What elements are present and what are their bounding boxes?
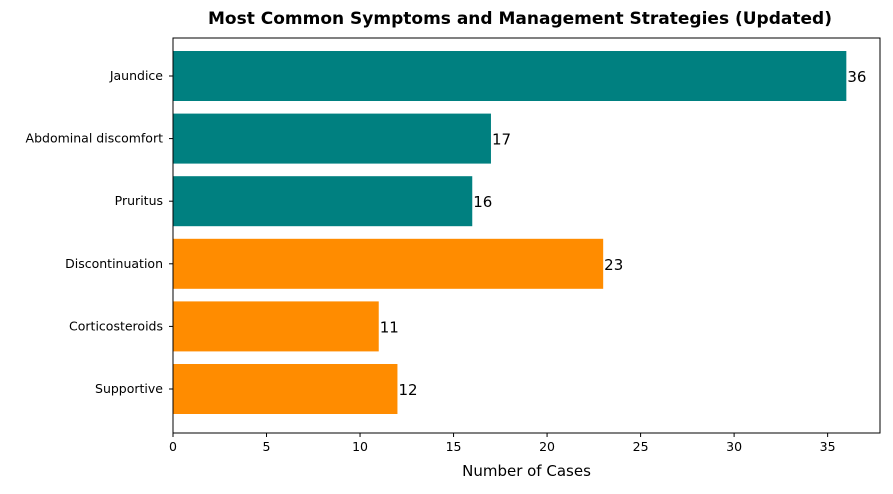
bar-supportive bbox=[173, 364, 398, 414]
y-tick-label: Jaundice bbox=[109, 68, 163, 83]
x-tick-label: 5 bbox=[263, 439, 271, 454]
bar-jaundice bbox=[173, 51, 847, 101]
data-label: 12 bbox=[398, 381, 417, 399]
data-label: 36 bbox=[847, 68, 866, 86]
y-tick-label: Supportive bbox=[95, 381, 163, 396]
bar-discontinuation bbox=[173, 238, 604, 289]
x-tick-label: 10 bbox=[352, 439, 368, 454]
data-labels-layer: 36 17 16 23 11 12 bbox=[380, 68, 867, 399]
x-tick-label: 35 bbox=[820, 439, 836, 454]
bar-corticosteroids bbox=[173, 301, 379, 352]
data-label: 11 bbox=[380, 318, 399, 336]
bars-layer bbox=[173, 51, 847, 414]
x-axis: 0 5 10 15 20 25 30 35 bbox=[169, 433, 836, 454]
y-tick-label: Pruritus bbox=[115, 193, 163, 208]
data-label: 17 bbox=[492, 131, 511, 149]
y-tick-label: Discontinuation bbox=[65, 256, 163, 271]
x-axis-label: Number of Cases bbox=[462, 462, 591, 480]
plot-frame bbox=[172, 37, 881, 434]
x-tick-label: 20 bbox=[539, 439, 555, 454]
y-tick-label: Corticosteroids bbox=[69, 318, 163, 333]
data-label: 16 bbox=[473, 193, 492, 211]
x-tick-label: 25 bbox=[633, 439, 649, 454]
bar-pruritus bbox=[173, 176, 473, 227]
chart-title: Most Common Symptoms and Management Stra… bbox=[208, 9, 832, 29]
x-tick-label: 0 bbox=[169, 439, 177, 454]
bar-abdominal-discomfort bbox=[173, 113, 491, 164]
data-label: 23 bbox=[604, 256, 623, 274]
y-axis: Jaundice Abdominal discomfort Pruritus Disc… bbox=[26, 68, 173, 396]
x-tick-label: 15 bbox=[446, 439, 462, 454]
y-tick-label: Abdominal discomfort bbox=[26, 131, 164, 146]
x-tick-label: 30 bbox=[726, 439, 742, 454]
